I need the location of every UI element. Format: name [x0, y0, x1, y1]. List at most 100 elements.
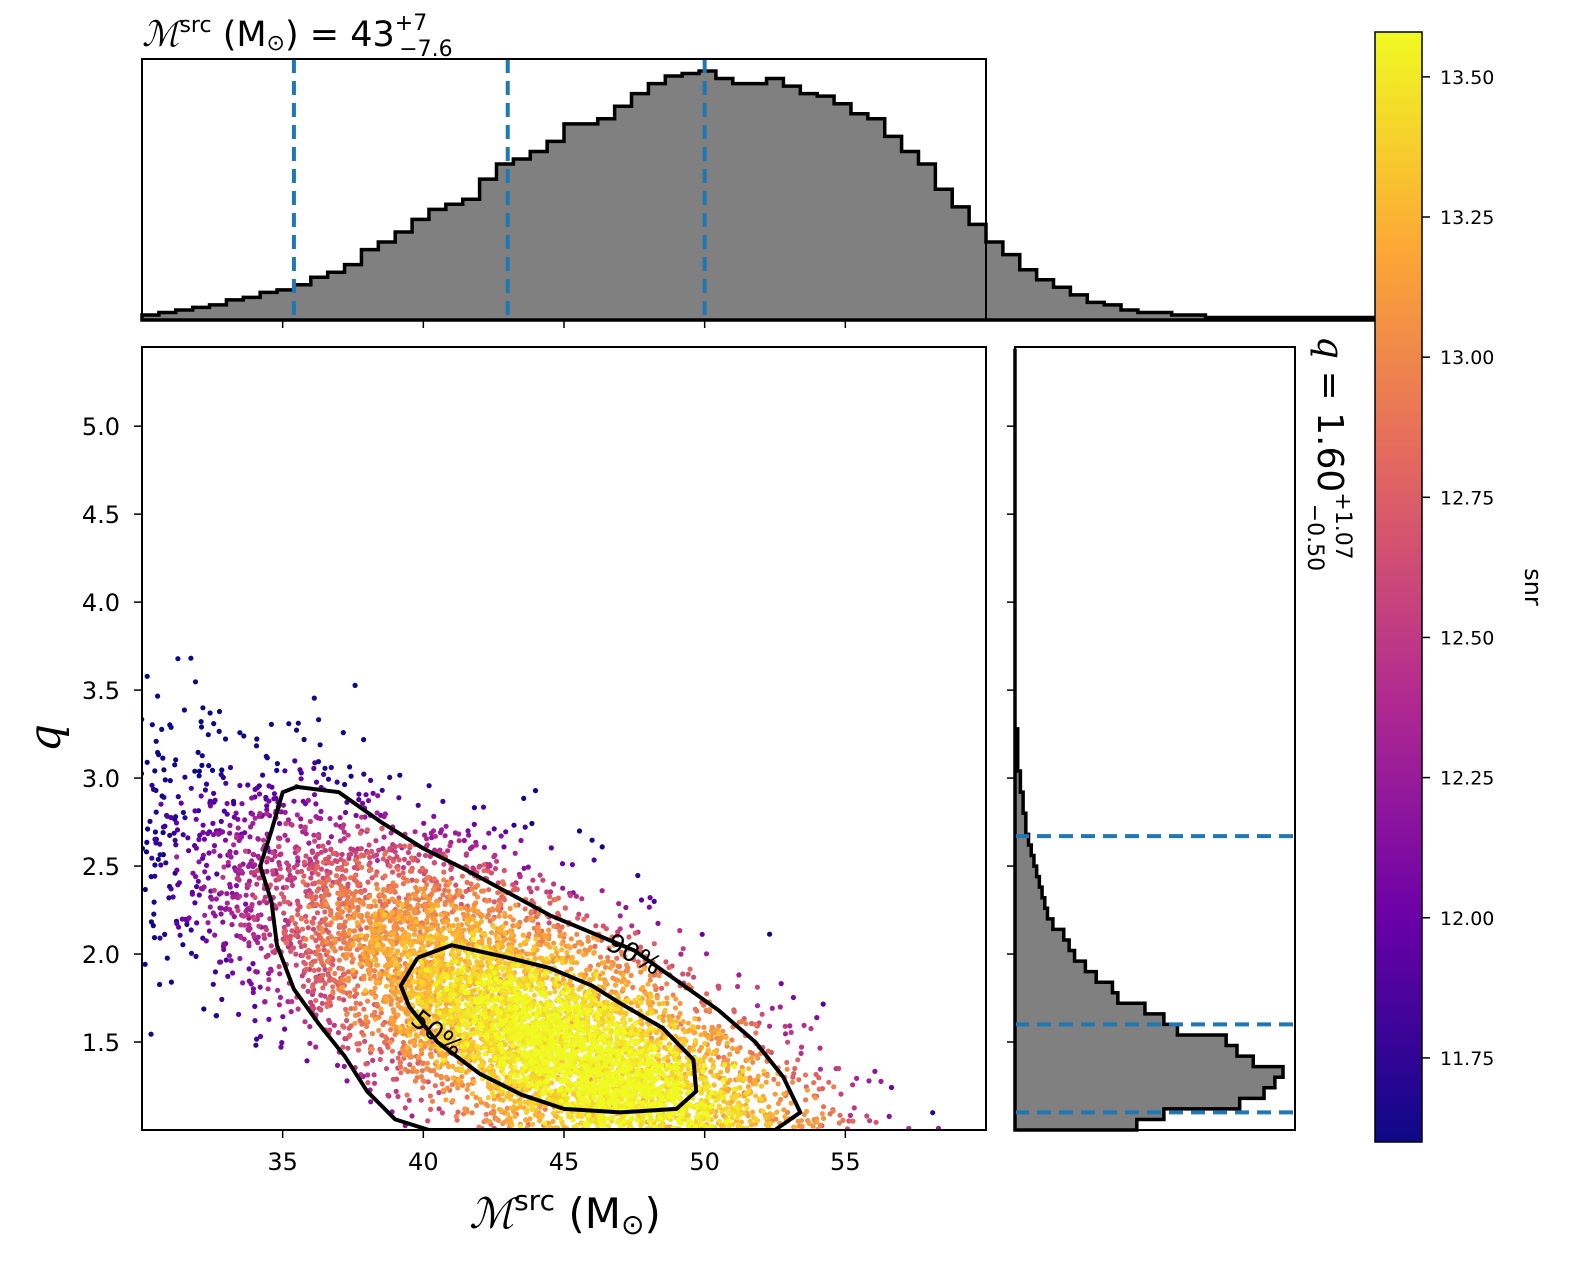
- scatter-point: [222, 837, 229, 843]
- scatter-point: [808, 1026, 814, 1032]
- scatter-point: [314, 888, 320, 894]
- scatter-point: [358, 932, 364, 939]
- scatter-point: [184, 921, 190, 928]
- scatter-point: [355, 823, 361, 830]
- scatter-point: [693, 1038, 699, 1044]
- scatter-point: [317, 956, 323, 962]
- scatter-point: [383, 1066, 390, 1072]
- scatter-point: [135, 911, 140, 916]
- scatter-point: [346, 930, 352, 936]
- scatter-point: [498, 1107, 504, 1113]
- scatter-point: [375, 941, 381, 948]
- scatter-point: [773, 1116, 779, 1122]
- scatter-point: [816, 1075, 822, 1081]
- scatter-point: [288, 1009, 294, 1015]
- scatter-point: [396, 895, 402, 901]
- scatter-point: [379, 826, 385, 832]
- scatter-point: [227, 881, 233, 888]
- scatter-point: [250, 931, 257, 937]
- scatter-point: [276, 820, 283, 827]
- scatter-point: [305, 977, 311, 984]
- scatter-point: [811, 1080, 817, 1086]
- scatter-point: [468, 881, 474, 887]
- scatter-point: [397, 772, 403, 778]
- scatter-point: [465, 1057, 471, 1063]
- scatter-point: [670, 992, 676, 998]
- scatter-point: [227, 764, 234, 771]
- scatter-point: [424, 881, 430, 888]
- scatter-point: [414, 951, 420, 957]
- scatter-point: [158, 862, 164, 868]
- scatter-point: [546, 920, 552, 926]
- scatter-point: [364, 911, 371, 917]
- scatter-point: [402, 1052, 408, 1058]
- scatter-point: [739, 1018, 745, 1025]
- scatter-point: [533, 936, 539, 942]
- scatter-point: [502, 960, 508, 966]
- scatter-point: [378, 1006, 384, 1012]
- scatter-point: [365, 798, 372, 804]
- scatter-point: [795, 1057, 801, 1063]
- scatter-point: [473, 842, 479, 848]
- scatter-point: [312, 760, 318, 766]
- scatter-point: [307, 1040, 313, 1046]
- scatter-point: [407, 843, 413, 849]
- scatter-point: [256, 791, 263, 797]
- scatter-point: [450, 923, 456, 929]
- scatter-point: [715, 1040, 722, 1047]
- scatter-point: [445, 848, 451, 854]
- scatter-point: [162, 931, 168, 938]
- scatter-point: [504, 1105, 510, 1111]
- scatter-point: [673, 996, 679, 1002]
- scatter-point: [490, 916, 496, 922]
- scatter-point: [452, 1032, 458, 1038]
- scatter-point: [817, 1045, 823, 1051]
- scatter-point: [252, 786, 258, 793]
- scatter-point: [282, 832, 288, 838]
- scatter-point: [198, 793, 204, 799]
- scatter-point: [318, 866, 324, 872]
- scatter-point: [224, 891, 230, 897]
- scatter-point: [213, 1013, 219, 1019]
- scatter-point: [572, 943, 578, 949]
- scatter-point: [698, 1076, 704, 1082]
- scatter-point: [254, 736, 260, 742]
- scatter-point: [193, 874, 199, 880]
- scatter-point: [237, 863, 243, 869]
- scatter-point: [149, 855, 155, 861]
- scatter-point: [382, 1034, 388, 1040]
- scatter-point: [474, 959, 480, 965]
- scatter-point: [291, 864, 297, 871]
- scatter-point: [389, 946, 395, 952]
- scatter-point: [266, 977, 272, 983]
- scatter-point: [309, 934, 315, 940]
- scatter-point: [802, 1072, 809, 1078]
- scatter-point: [119, 735, 124, 740]
- scatter-point: [547, 944, 553, 950]
- scatter-point: [374, 810, 380, 816]
- scatter-point: [188, 927, 194, 933]
- scatter-point: [220, 774, 226, 781]
- scatter-point: [704, 991, 710, 997]
- scatter-point: [189, 891, 195, 897]
- scatter-point: [354, 1041, 360, 1047]
- scatter-point: [618, 1006, 624, 1012]
- scatter-point: [277, 866, 283, 872]
- scatter-point: [698, 1090, 705, 1096]
- scatter-point: [402, 929, 408, 935]
- scatter-point: [179, 916, 185, 922]
- scatter-point: [328, 920, 334, 926]
- scatter-point: [761, 1068, 767, 1074]
- scatter-point: [682, 1029, 688, 1035]
- scatter-point: [336, 905, 342, 911]
- scatter-point: [274, 761, 280, 767]
- scatter-point: [263, 753, 269, 760]
- scatter-point: [686, 1083, 692, 1089]
- scatter-point: [444, 919, 450, 925]
- scatter-point: [550, 1118, 556, 1125]
- scatter-point: [387, 950, 394, 956]
- scatter-point: [354, 865, 361, 872]
- scatter-point: [361, 771, 367, 777]
- scatter-point: [253, 743, 260, 749]
- scatter-point: [273, 885, 280, 891]
